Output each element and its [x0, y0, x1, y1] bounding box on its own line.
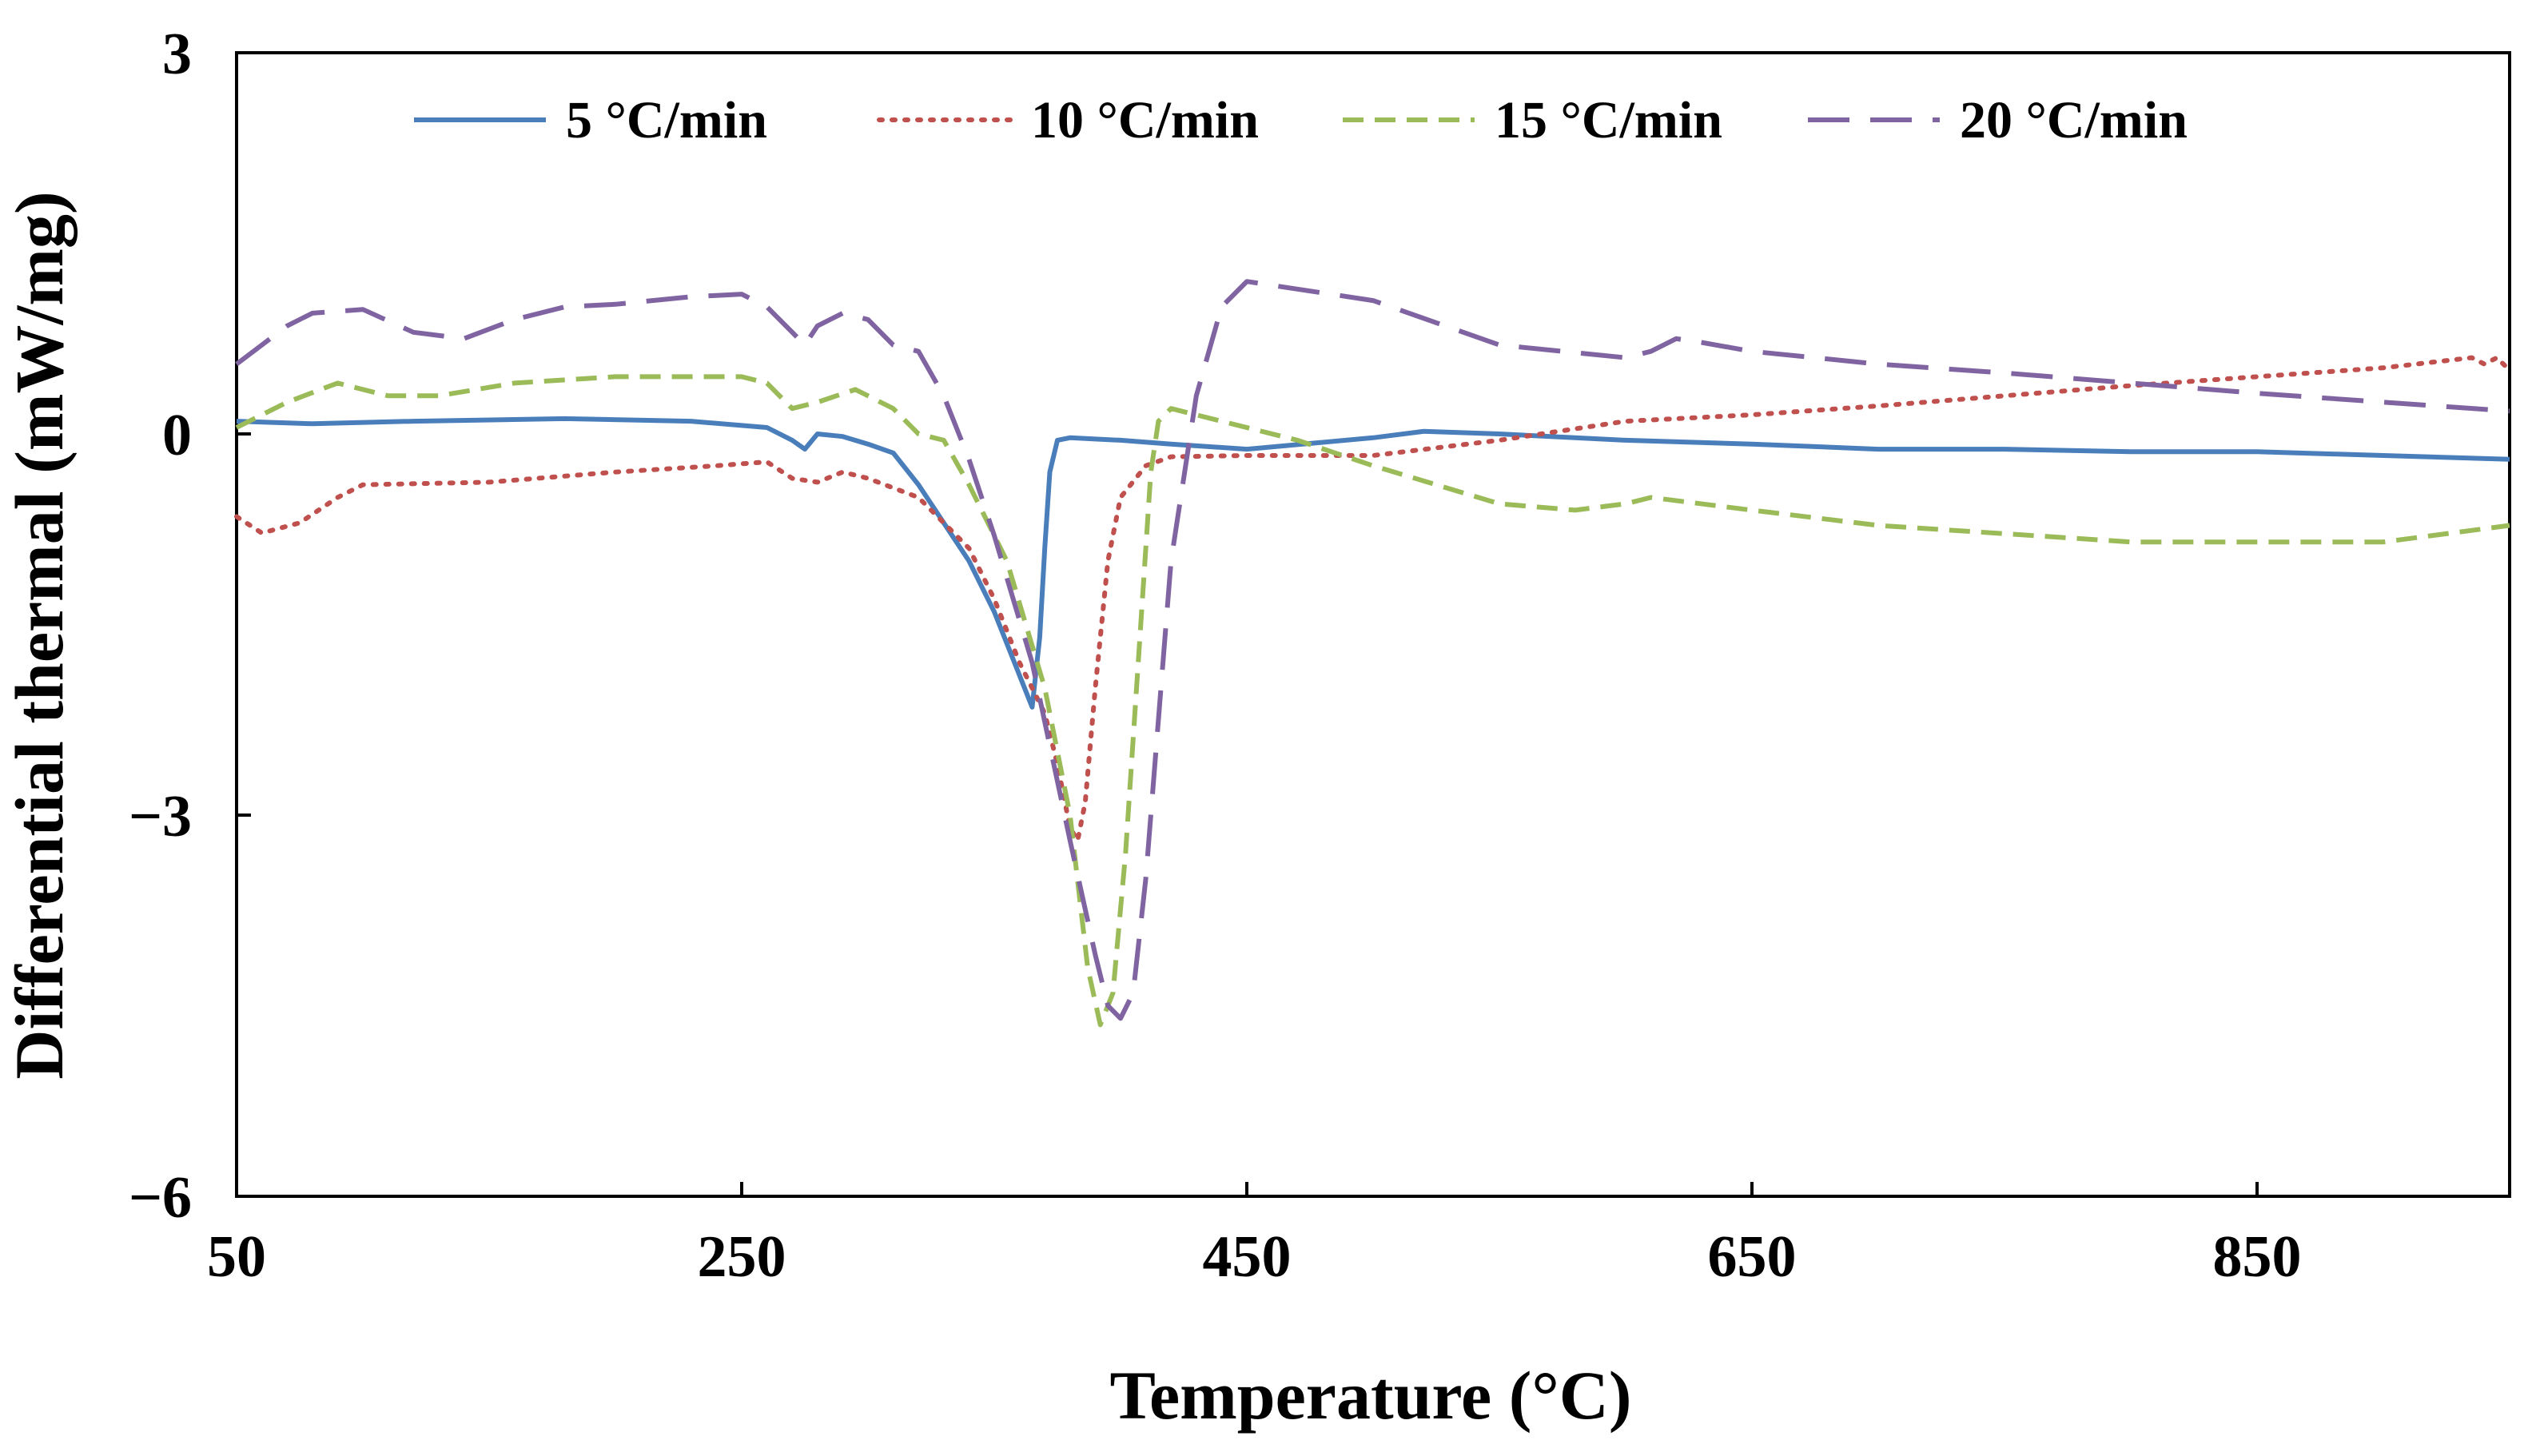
x-axis-title: Temperature (°C) [1110, 1357, 1632, 1434]
series-line-5c-per-min [236, 416, 2510, 710]
x-tick-label: 250 [698, 1224, 786, 1290]
y-tick-label: 0 [162, 403, 192, 468]
series-group [234, 279, 2512, 1028]
plot-frame [235, 51, 2511, 1198]
x-tick-label: 650 [1708, 1224, 1797, 1290]
series-line-15c-per-min [235, 374, 2510, 1028]
y-tick-label: −6 [129, 1165, 192, 1231]
x-tick-label: 850 [2213, 1224, 2302, 1290]
y-axis-title: Differential thermal (mW/mg) [1, 191, 78, 1079]
legend-label: 5 °C/min [566, 91, 767, 149]
x-tick-label: 450 [1203, 1224, 1292, 1290]
legend: 5 °C/min 10 °C/min 15 °C/min 20 °C/min [414, 91, 2188, 149]
legend-label: 20 °C/min [1960, 91, 2188, 149]
y-tick-label: −3 [129, 784, 192, 849]
x-tick-label: 50 [207, 1224, 266, 1290]
plot-area-border [235, 51, 2511, 1198]
series-line-20c-per-min [235, 279, 2510, 1021]
legend-label: 15 °C/min [1495, 91, 1722, 149]
series-line-10c-per-min [234, 355, 2512, 843]
legend-label: 10 °C/min [1031, 91, 1259, 149]
y-tick-label: 3 [162, 22, 192, 87]
tick-group: 50 250 450 650 850 3 0 −3 −6 [129, 22, 2302, 1290]
